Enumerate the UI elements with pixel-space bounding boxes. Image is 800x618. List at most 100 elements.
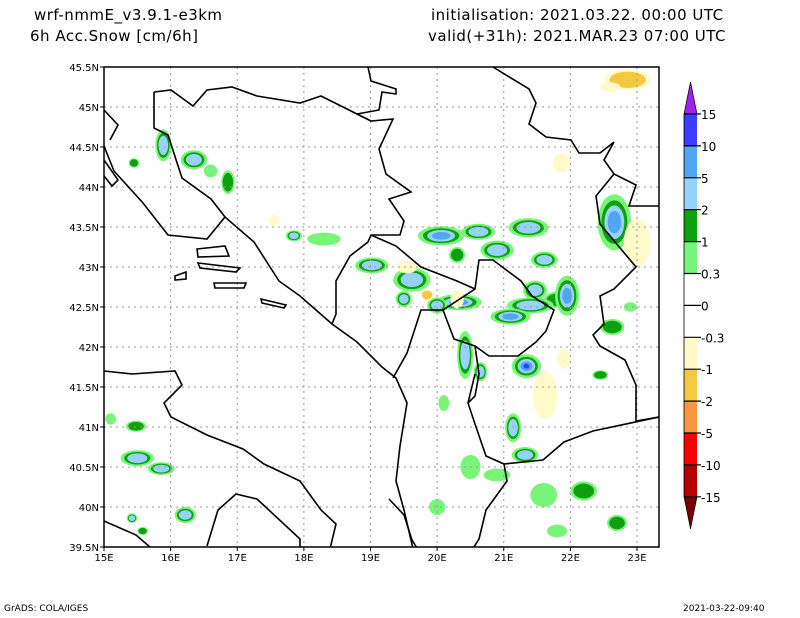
snow-cell <box>517 450 534 460</box>
snow-cell <box>547 524 568 538</box>
plot-timestamp: 2021-03-22-09:40 <box>683 604 765 614</box>
snow-cell <box>438 395 450 411</box>
lon-tick-label: 17E <box>228 553 247 564</box>
colorbar-label: 0 <box>701 299 709 313</box>
snow-cell <box>502 313 519 320</box>
colorbar-label: 2 <box>701 204 709 218</box>
snow-cell <box>128 421 144 431</box>
grads-credit: GrADS: COLA/IGES <box>4 604 89 614</box>
snow-cell <box>431 231 451 240</box>
snow-cell <box>594 371 607 379</box>
axis-ticks: 15E 16E 17E 18E 19E 20E 21E 22E 23E 45.5N 45N 44.5N… <box>69 63 646 564</box>
snow-cell <box>399 294 409 304</box>
island-1 <box>196 245 231 258</box>
colorbar-label: 15 <box>701 108 716 122</box>
lat-tick-label: 40N <box>79 503 99 514</box>
snow-cell <box>573 483 595 499</box>
snow-cell <box>307 232 341 246</box>
gridlines <box>104 67 659 547</box>
colorbar-segment <box>684 241 697 274</box>
snow-cell <box>129 159 139 167</box>
colorbar-label: 1 <box>701 236 709 250</box>
snow-cell <box>516 300 545 311</box>
island-5 <box>259 297 288 309</box>
colorbar-label: -5 <box>701 427 713 441</box>
lat-tick-label: 42N <box>79 343 99 354</box>
snow-cell <box>421 290 433 300</box>
colorbar-segment <box>684 433 697 465</box>
snow-cell <box>138 527 147 535</box>
bosnia-border <box>153 92 226 218</box>
lat-tick-label: 44N <box>79 183 99 194</box>
colorbar: 15 10 5 2 1 0.3 0 -0.3 -1 -2 -5 -10 -15 <box>683 81 724 529</box>
northern-border <box>153 86 413 325</box>
lat-tick-label: 45N <box>79 103 99 114</box>
model-name: wrf-nmmE_v3.9.1-e3km <box>34 6 223 24</box>
snow-cell <box>508 419 518 437</box>
romania-border <box>492 67 659 207</box>
snow-field <box>105 69 652 538</box>
colorbar-segment <box>684 209 697 242</box>
snow-cell <box>468 227 489 237</box>
snow-cell <box>607 211 622 234</box>
lon-tick-label: 19E <box>361 553 380 564</box>
colorbar-segment <box>684 305 697 338</box>
lat-tick-label: 45.5N <box>69 63 99 74</box>
colorbar-label: -0.3 <box>701 331 724 345</box>
lat-tick-label: 41.5N <box>69 383 99 394</box>
colorbar-label: 10 <box>701 140 716 154</box>
init-time: initialisation: 2021.03.22. 00:00 UTC <box>431 6 724 24</box>
albania-greece-border <box>472 463 508 547</box>
albania-border <box>392 309 480 404</box>
lon-tick-label: 16E <box>161 553 180 564</box>
snow-cell <box>609 71 646 88</box>
colorbar-label: 0.3 <box>701 268 720 282</box>
snow-cell <box>361 260 382 271</box>
snow-cell <box>609 516 625 530</box>
colorbar-segment <box>684 145 697 178</box>
valid-time: valid(+31h): 2021.MAR.23 07:00 UTC <box>428 27 727 45</box>
lat-tick-label: 42.5N <box>69 303 99 314</box>
lon-tick-label: 21E <box>494 553 513 564</box>
italy-coast <box>104 370 337 547</box>
colorbar-segment <box>684 114 697 146</box>
lon-tick-label: 23E <box>627 553 646 564</box>
lon-tick-label: 22E <box>561 553 580 564</box>
snow-cell <box>523 363 530 369</box>
snow-cell <box>530 483 558 507</box>
lon-tick-label: 20E <box>428 553 447 564</box>
coastlines-borders <box>104 67 659 547</box>
snow-cell <box>400 272 424 287</box>
snow-cell <box>178 510 192 520</box>
snow-cell <box>553 153 570 173</box>
lat-tick-label: 43.5N <box>69 223 99 234</box>
snow-cell <box>105 413 116 425</box>
snow-cell <box>533 371 558 419</box>
colorbar-segment <box>684 464 697 497</box>
colorbar-label: 5 <box>701 172 709 186</box>
island-2 <box>174 270 187 281</box>
island-3 <box>196 262 242 273</box>
montenegro-border <box>370 234 476 290</box>
snow-cell <box>603 320 622 334</box>
snow-cell <box>450 289 464 309</box>
snow-cell <box>600 82 621 92</box>
snow-cell <box>536 254 553 265</box>
island-4 <box>213 282 248 289</box>
snow-cell <box>557 349 571 369</box>
italy-heel-coast <box>206 493 301 547</box>
colorbar-segment <box>684 337 697 370</box>
snow-cell <box>185 154 202 166</box>
snow-cell <box>487 244 508 256</box>
snow-cell <box>289 232 299 240</box>
colorbar-segment <box>684 273 697 306</box>
lat-tick-label: 40.5N <box>69 463 99 474</box>
snow-cell <box>397 260 418 274</box>
colorbar-bottom-arrow <box>683 496 698 529</box>
snow-cell <box>128 515 136 522</box>
snow-cell <box>268 215 280 227</box>
bulgaria-border <box>591 173 659 422</box>
colorbar-top-arrow <box>683 81 698 115</box>
snow-cell <box>623 302 638 312</box>
